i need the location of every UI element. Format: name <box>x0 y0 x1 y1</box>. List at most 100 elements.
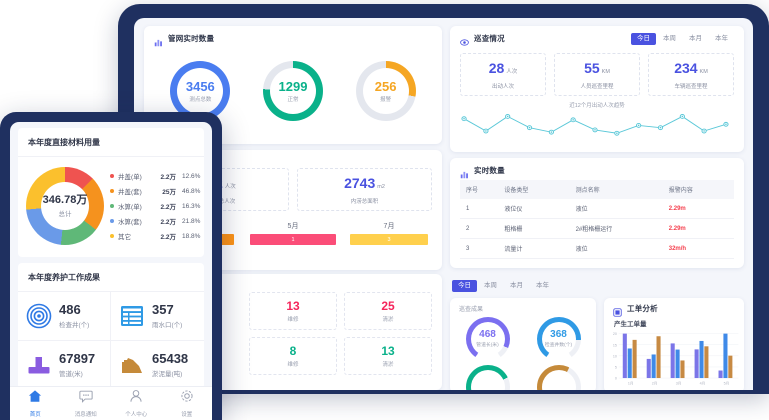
gauge-label: 检查井数(个) <box>544 343 573 348</box>
svg-text:2月: 2月 <box>652 380 658 385</box>
phone-device-frame: 本年度直接材料用量 346.78万 总计 井盖(单) 2.2万 12 <box>0 112 222 420</box>
cell-point: 2#粗格栅运行 <box>569 218 663 239</box>
gauge-wrap: 468 管道长(米) 368 检查井数(个) <box>450 313 596 390</box>
cell-type: 粗格栅 <box>498 218 570 239</box>
table-row[interactable]: 2 粗格栅 2#粗格栅运行 2.29m <box>460 218 734 239</box>
month-bar-rank: 3 <box>349 234 429 245</box>
material-total-value: 346.78万 <box>42 193 88 206</box>
maintenance-cell: 25 清淤 <box>344 292 432 330</box>
legend-name: 其它 <box>118 234 131 241</box>
chart-panel-header: 工单分析 <box>604 298 744 317</box>
patrol-results-panel: 巡查成果 468 管道长(米) 368 检查井数(个) <box>450 298 596 390</box>
month-bar-rank: 1 <box>249 234 337 245</box>
gauge-label: 管道长(米) <box>476 343 499 348</box>
cell-point: 液位 <box>569 238 663 259</box>
result-text-block: 67897 管道(米) <box>59 352 95 378</box>
donut-total-label: 测点总数 <box>189 96 212 103</box>
tablet-device-frame: 管网实时数量 3456 测点总数 1299 正常 2 <box>118 4 769 394</box>
results-card-title: 本年度养护工作成果 <box>18 263 204 292</box>
stat-flood-area-value: 2743 <box>344 175 376 191</box>
material-donut-row: 346.78万 总计 井盖(单) 2.2万 12.6% <box>18 157 204 257</box>
nav-item-message[interactable]: 消息通知 <box>61 387 112 420</box>
legend-name: 水箅(单) <box>118 204 142 211</box>
cell-no: 3 <box>460 238 499 259</box>
nav-label: 消息通知 <box>74 412 97 418</box>
cell-type: 液位仪 <box>498 199 570 219</box>
bar-chart-icon <box>154 34 163 47</box>
col-point-name: 测点名称 <box>569 180 663 199</box>
bar-chart-icon <box>460 166 469 179</box>
result-value: 486 <box>59 302 81 317</box>
tab-year[interactable]: 本年 <box>715 34 728 42</box>
legend-color-dot <box>110 234 114 238</box>
stat-vehicle-unit: KM <box>699 68 708 75</box>
donut-total: 3456 测点总数 <box>170 61 231 121</box>
realtime-table-panel: 实时数量 序号 设备类型 测点名称 报警内容 1 液位仪 液位 2.29m <box>450 158 744 268</box>
cell-alarm: 2.29m <box>662 218 734 239</box>
month-bar-item: 5月 1 <box>246 221 340 245</box>
maintenance-grid: 13 维修 25 清淤 8 维修 13 清淤 <box>144 274 442 375</box>
legend-value: 2.2万 <box>160 174 176 181</box>
sludge-icon <box>119 352 145 378</box>
svg-text:10: 10 <box>613 354 617 358</box>
result-text-block: 65438 淤泥量(吨) <box>152 352 188 378</box>
stat-dispatch-unit: 人次 <box>506 68 518 75</box>
stat-person-label: 人员巡查里程 <box>580 83 614 90</box>
legend-item: 水箅(单) 2.2万 16.3% <box>110 201 200 211</box>
gauge-tab-year[interactable]: 本年 <box>536 281 549 289</box>
legend-name: 井盖(套) <box>118 189 142 196</box>
month-bar-item: 7月 3 <box>342 221 436 245</box>
phone-screen: 本年度直接材料用量 346.78万 总计 井盖(单) 2.2万 12 <box>10 122 212 420</box>
maintenance-label: 清淤 <box>382 317 394 323</box>
table-row[interactable]: 3 流量计 液位 32m/h <box>460 238 734 259</box>
result-label: 淤泥量(吨) <box>152 371 183 378</box>
donut-alarm-label: 报警 <box>380 96 392 103</box>
results-grid: 486 检查井(个) <box>18 292 204 389</box>
nav-item-home[interactable]: 首页 <box>10 387 61 420</box>
nav-item-profile[interactable]: 个人中心 <box>111 387 162 420</box>
legend-percent: 46.8% <box>182 187 201 195</box>
maintenance-label: 维修 <box>287 362 299 368</box>
gauge-value: 368 <box>550 329 567 340</box>
result-item-raingate[interactable]: 357 雨水口(个) <box>111 292 204 341</box>
tab-month[interactable]: 本月 <box>689 34 702 42</box>
cell-alarm: 2.29m <box>662 199 734 219</box>
tablet-screen: 管网实时数量 3456 测点总数 1299 正常 2 <box>134 18 753 390</box>
result-item-manhole[interactable]: 486 检查井(个) <box>18 292 111 341</box>
gauge-item <box>460 365 516 390</box>
patrol-panel-title: 巡查情况 <box>474 34 505 44</box>
result-item-sludge[interactable]: 65438 淤泥量(吨) <box>111 341 204 389</box>
gear-icon <box>180 389 194 408</box>
maintenance-label: 维修 <box>287 317 299 323</box>
result-label: 管道(米) <box>59 371 83 378</box>
nav-label: 设置 <box>181 412 193 418</box>
chart-title: 产生工单量 <box>614 321 647 328</box>
tab-week[interactable]: 本周 <box>663 34 676 42</box>
alarm-donut-row: 3456 测点总数 1299 正常 256 报警 <box>144 48 442 134</box>
gauge-tab-month[interactable]: 本月 <box>510 281 523 289</box>
workorder-bar-chart: 0 5 10 15 20 1月 2月 3月 4月 5月 <box>604 328 744 390</box>
result-value: 357 <box>152 302 174 317</box>
stat-person-value: 55 <box>584 59 600 76</box>
donut-normal-label: 正常 <box>287 96 299 103</box>
message-icon <box>79 389 93 408</box>
gauge-tab-week[interactable]: 本周 <box>484 281 497 289</box>
material-donut-chart: 346.78万 总计 <box>26 167 104 245</box>
legend-color-dot <box>110 219 114 223</box>
svg-text:20: 20 <box>613 332 617 336</box>
tab-today[interactable]: 今日 <box>631 33 656 45</box>
legend-value: 2.2万 <box>160 204 176 211</box>
stat-dispatch-label: 出动人次 <box>491 83 514 90</box>
nav-item-settings[interactable]: 设置 <box>162 387 213 420</box>
maintenance-results-card: 本年度养护工作成果 486 检 <box>18 263 204 389</box>
month-label: 5月 <box>287 223 299 230</box>
cell-no: 1 <box>460 199 499 219</box>
result-item-pipe[interactable]: 67897 管道(米) <box>18 341 111 389</box>
gauge-tab-today[interactable]: 今日 <box>452 280 477 292</box>
target-icon <box>26 303 52 329</box>
gauge-item: 468 管道长(米) <box>460 317 516 361</box>
table-panel-title: 实时数量 <box>474 166 505 175</box>
table-row[interactable]: 1 液位仪 液位 2.29m <box>460 199 734 219</box>
